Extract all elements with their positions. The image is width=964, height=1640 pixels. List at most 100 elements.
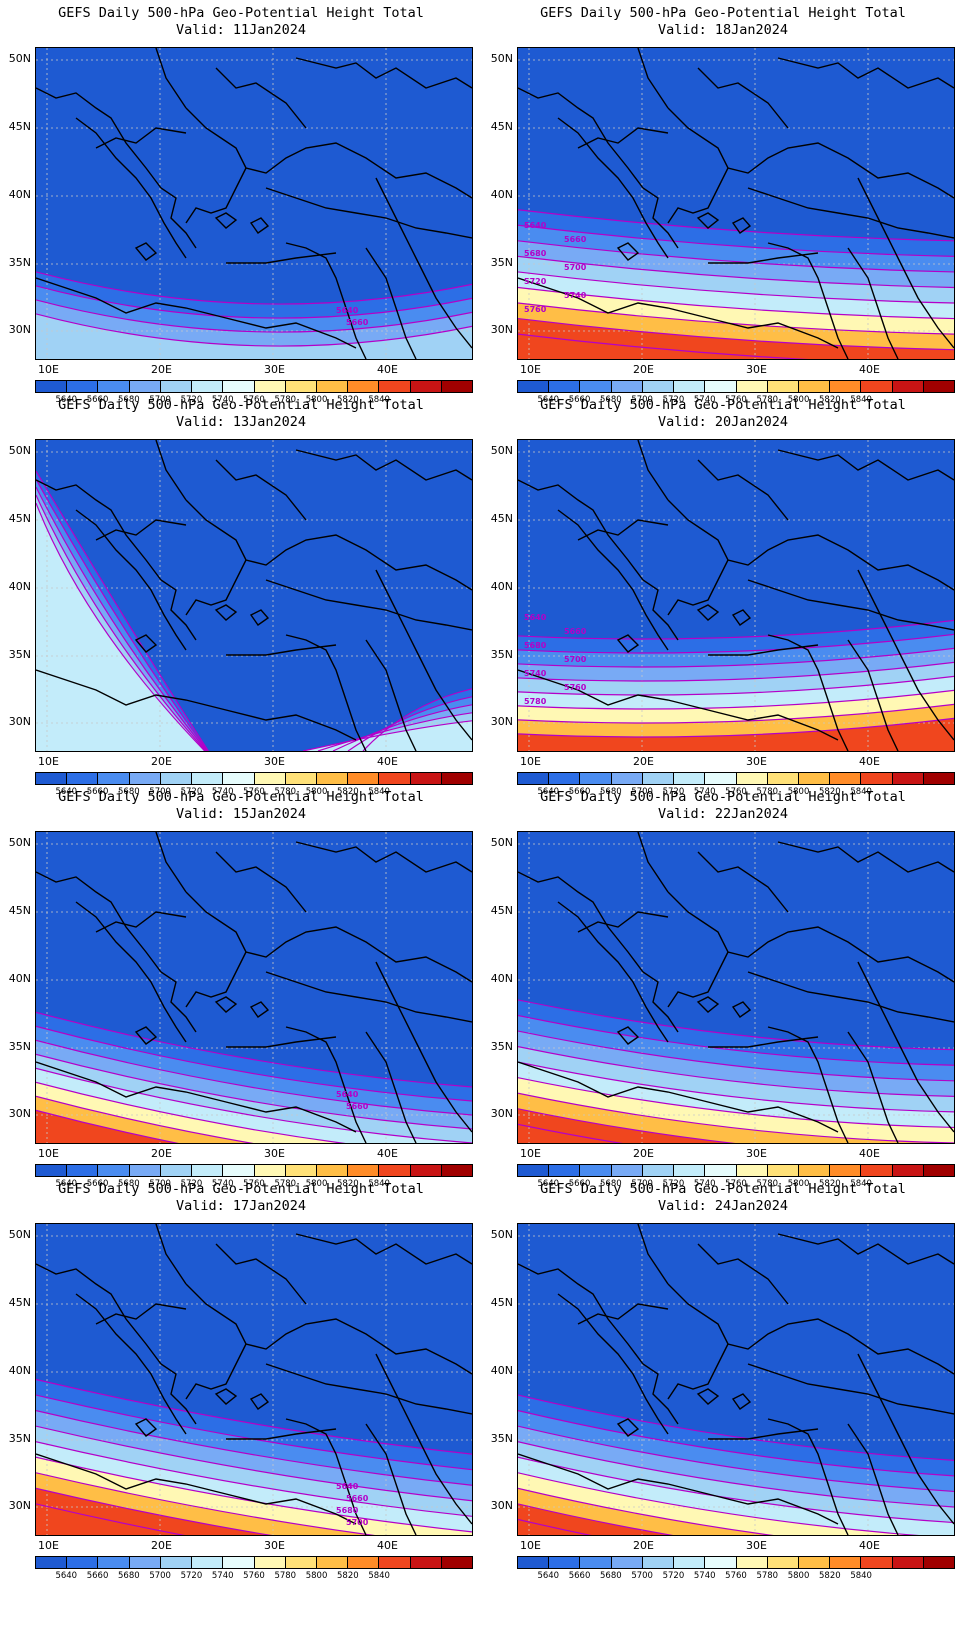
- coastline-border: [857, 569, 954, 741]
- colorbar-label: 5800: [305, 787, 328, 797]
- colorbar-swatch: [549, 381, 581, 392]
- coastline-border: [285, 1026, 367, 1143]
- colorbar-swatch: [705, 773, 737, 784]
- contour-line: [36, 285, 472, 319]
- longitude-label: 10E: [520, 363, 541, 376]
- contour-line: [518, 224, 954, 257]
- colorbar-swatch: [223, 1557, 255, 1568]
- contour-line: [317, 712, 472, 751]
- colorbar-swatch: [705, 1557, 737, 1568]
- coastline-border: [295, 841, 472, 873]
- coastline-border: [557, 1293, 669, 1435]
- coastline-border: [36, 479, 197, 641]
- panel-title: GEFS Daily 500-hPa Geo-Potential Height …: [540, 5, 906, 21]
- latitude-label: 35N: [8, 256, 31, 269]
- colorbar-label: 5780: [274, 1571, 297, 1581]
- colorbar-swatch: [798, 1557, 831, 1568]
- colorbar-label: 5760: [725, 395, 747, 405]
- contour-line: [518, 317, 954, 351]
- colorbar-swatch: [67, 381, 99, 392]
- colorbar-label: 5760: [243, 395, 265, 405]
- coastline-border: [747, 579, 954, 631]
- coastline-border: [767, 1026, 849, 1143]
- latitude-label: 35N: [490, 256, 513, 269]
- contour-label: 5660: [564, 627, 587, 636]
- coastline-border: [155, 48, 187, 109]
- map-canvas: [518, 832, 954, 1143]
- coastline-border: [295, 449, 472, 481]
- longitude-label: 30E: [746, 1147, 767, 1160]
- contour-label: 5700: [346, 1518, 369, 1527]
- colorbar-swatch: [767, 381, 799, 392]
- colorbar-swatch: [441, 381, 473, 392]
- colorbar-swatch: [892, 1165, 924, 1176]
- coastline-border: [767, 1418, 849, 1535]
- coastline-border: [708, 644, 819, 656]
- colorbar: [517, 1556, 955, 1569]
- coastline-border: [667, 1343, 729, 1400]
- contour-line: [36, 299, 472, 333]
- latitude-label: 35N: [490, 1432, 513, 1445]
- contour-line: [36, 486, 207, 751]
- colorbar-label: 5840: [850, 1571, 872, 1581]
- latitude-label: 30N: [8, 715, 31, 728]
- height-map: 5640 5660 5680 5700 5720 5740 5760: [517, 47, 955, 360]
- contour-line: [518, 703, 954, 724]
- colorbar-label: 5740: [211, 787, 234, 797]
- colorbar-swatch: [580, 381, 612, 392]
- colorbar-label: 5740: [693, 787, 716, 797]
- colorbar-swatch: [923, 1165, 955, 1176]
- contour-line: [36, 502, 206, 751]
- colorbar-swatch: [379, 773, 411, 784]
- colorbar-swatch: [798, 773, 831, 784]
- panel-title: GEFS Daily 500-hPa Geo-Potential Height …: [58, 397, 424, 413]
- coastline-border: [75, 1293, 187, 1435]
- contour-label: 5640: [336, 1482, 359, 1491]
- colorbar-label: 5720: [180, 787, 203, 797]
- height-band: [518, 1108, 954, 1143]
- coastline-border: [847, 1031, 899, 1143]
- colorbar-label: 5800: [787, 395, 810, 405]
- height-map: 5640 5660 5680 5700 5740 5760 5780: [517, 439, 955, 752]
- latitude-label: 35N: [8, 648, 31, 661]
- colorbar-swatch: [580, 773, 612, 784]
- latitude-label: 45N: [490, 512, 513, 525]
- latitude-label: 45N: [8, 120, 31, 133]
- panel-title: GEFS Daily 500-hPa Geo-Potential Height …: [58, 1181, 424, 1197]
- colorbar-label: 5760: [725, 787, 747, 797]
- colorbar-label: 5640: [55, 1571, 78, 1581]
- colorbar-label: 5740: [693, 1179, 716, 1189]
- coastline-border: [375, 177, 472, 349]
- contour-line: [36, 1472, 376, 1535]
- colorbar-label: 5720: [180, 1571, 203, 1581]
- latitude-label: 30N: [490, 715, 513, 728]
- contour-label: 5660: [564, 235, 587, 244]
- colorbar-swatch: [192, 1165, 224, 1176]
- colorbar-label: 5820: [819, 1179, 841, 1189]
- colorbar-swatch: [316, 1557, 349, 1568]
- coastline-border: [375, 569, 472, 741]
- latitude-label: 30N: [490, 1499, 513, 1512]
- longitude-label: 10E: [38, 1147, 59, 1160]
- coastline-border: [185, 951, 247, 1008]
- coastline-border: [708, 1036, 819, 1048]
- colorbar-swatch: [36, 1557, 68, 1568]
- colorbar-swatch: [223, 381, 255, 392]
- colorbar-swatch: [892, 381, 924, 392]
- colorbar: [35, 1164, 473, 1177]
- coastline-border: [185, 1283, 472, 1375]
- colorbar-label: 5720: [662, 395, 685, 405]
- contour-label: 5660: [346, 1494, 369, 1503]
- coastline-border: [777, 449, 954, 481]
- longitude-label: 20E: [633, 1147, 654, 1160]
- colorbar-label: 5780: [756, 395, 779, 405]
- colorbar-swatch: [36, 773, 68, 784]
- contour-label: 5740: [524, 669, 547, 678]
- coastline-border: [731, 609, 752, 626]
- contour-line: [518, 302, 954, 335]
- colorbar-label: 5640: [537, 395, 560, 405]
- colorbar-swatch: [642, 1557, 675, 1568]
- coastline-border: [134, 634, 158, 653]
- coastline-border: [731, 217, 752, 234]
- panel-valid-date: Valid: 13Jan2024: [175, 414, 307, 430]
